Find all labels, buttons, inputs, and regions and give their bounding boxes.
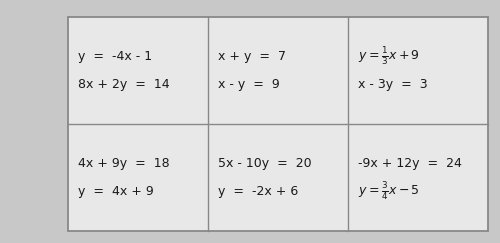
Text: 8x + 2y  =  14: 8x + 2y = 14 <box>78 78 170 91</box>
Text: $y = \frac{3}{4}x - 5$: $y = \frac{3}{4}x - 5$ <box>358 180 420 202</box>
Text: $y = \frac{1}{3}x + 9$: $y = \frac{1}{3}x + 9$ <box>358 45 420 68</box>
Text: x + y  =  7: x + y = 7 <box>218 50 286 63</box>
Text: x - y  =  9: x - y = 9 <box>218 78 280 91</box>
Text: -9x + 12y  =  24: -9x + 12y = 24 <box>358 157 463 170</box>
Text: y  =  -4x - 1: y = -4x - 1 <box>78 50 152 63</box>
Text: y  =  4x + 9: y = 4x + 9 <box>78 185 154 198</box>
Text: y  =  -2x + 6: y = -2x + 6 <box>218 185 299 198</box>
Text: 4x + 9y  =  18: 4x + 9y = 18 <box>78 157 170 170</box>
Text: 5x - 10y  =  20: 5x - 10y = 20 <box>218 157 312 170</box>
Text: x - 3y  =  3: x - 3y = 3 <box>358 78 428 91</box>
